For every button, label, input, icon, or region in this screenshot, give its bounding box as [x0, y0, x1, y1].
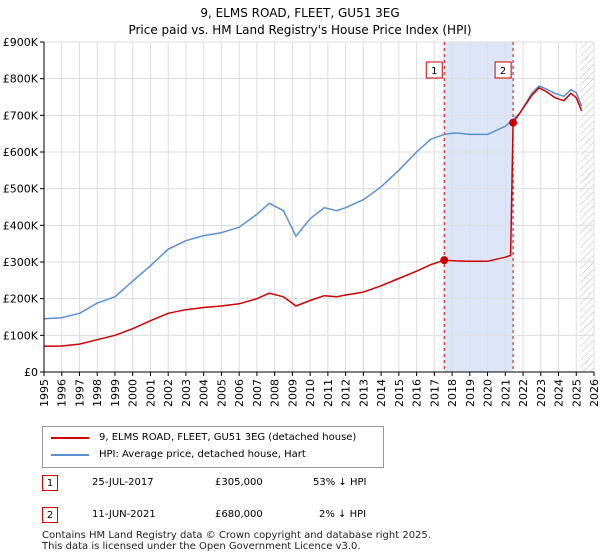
x-tick-label: 2001: [144, 379, 157, 407]
x-tick-label: 2023: [535, 379, 548, 407]
sale-label-box: [494, 61, 512, 79]
x-tick-label: 2013: [357, 379, 370, 407]
x-tick-label: 2016: [411, 379, 424, 407]
legend-label-property: 9, ELMS ROAD, FLEET, GU51 3EG (detached …: [99, 432, 357, 443]
x-tick-label: 1999: [109, 379, 122, 407]
x-tick-label: 1997: [73, 379, 86, 407]
y-tick-label: £100K: [3, 329, 39, 342]
y-tick-label: £400K: [3, 219, 39, 232]
x-tick-label: 2009: [286, 379, 299, 407]
sale-label-box: [425, 61, 443, 79]
x-tick-label: 2002: [162, 379, 175, 407]
annotation-price: £680,000: [215, 509, 263, 520]
annotation-number-box: 1: [42, 475, 58, 491]
x-tick-label: 1995: [38, 379, 51, 407]
x-tick-label: 2012: [340, 379, 353, 407]
x-tick-label: 2025: [570, 379, 583, 407]
x-tick-label: 2004: [198, 379, 211, 407]
x-tick-label: 2014: [375, 379, 388, 407]
annotation-number-box: 2: [42, 507, 58, 523]
footer-line: This data is licensed under the Open Gov…: [42, 541, 361, 552]
x-tick-label: 2015: [393, 379, 406, 407]
x-tick-label: 2021: [499, 379, 512, 407]
x-tick-label: 2018: [446, 379, 459, 407]
x-tick-label: 2006: [233, 379, 246, 407]
legend-label-hpi: HPI: Average price, detached house, Hart: [99, 449, 306, 460]
x-tick-label: 2008: [269, 379, 282, 407]
y-tick-label: £900K: [3, 36, 39, 49]
y-tick-label: £200K: [3, 293, 39, 306]
property-series-line: [43, 87, 583, 348]
sale-point: [509, 118, 518, 127]
footer-line: Contains HM Land Registry data © Crown c…: [42, 530, 431, 541]
x-tick-label: 2003: [180, 379, 193, 407]
x-tick-label: 2026: [588, 379, 600, 407]
annotation-hpi-diff: 53% ↓ HPI: [313, 477, 367, 488]
x-tick-label: 2000: [127, 379, 140, 407]
footer-credits: Contains HM Land Registry data © Crown c…: [42, 530, 431, 552]
annotation-date: 11-JUN-2021: [92, 509, 156, 520]
x-tick-label: 2022: [517, 379, 530, 407]
x-tick-label: 2020: [482, 379, 495, 407]
y-tick-label: £800K: [3, 73, 39, 86]
x-tick-label: 2019: [464, 379, 477, 407]
sale-period-shade: [444, 42, 514, 372]
sale-label: 1: [431, 66, 437, 77]
chart-legend: 9, ELMS ROAD, FLEET, GU51 3EG (detached …: [42, 426, 384, 468]
price-chart: 1 2 £0 £100K £200K £300K £400K £500K £600K £700K £…: [3, 36, 600, 407]
annotation-price: £305,000: [215, 477, 263, 488]
x-tick-label: 2011: [322, 379, 335, 407]
x-tick-label: 1996: [56, 379, 69, 407]
y-tick-label: £0: [24, 366, 38, 379]
chart-title: 9, ELMS ROAD, FLEET, GU51 3EG: [200, 6, 400, 20]
sale-label: 2: [500, 66, 506, 77]
chart-subtitle: Price paid vs. HM Land Registry's House …: [128, 23, 472, 37]
forecast-hatch: [579, 42, 594, 372]
x-tick-label: 2010: [304, 379, 317, 407]
x-tick-label: 2017: [428, 379, 441, 407]
sale-point: [440, 256, 449, 265]
x-tick-label: 2024: [553, 379, 566, 407]
hpi-series-line: [43, 85, 583, 320]
y-tick-label: £300K: [3, 256, 39, 269]
y-tick-label: £600K: [3, 146, 39, 159]
legend-swatch-property: [51, 437, 89, 439]
annotation-hpi-diff: 2% ↓ HPI: [319, 509, 367, 520]
x-tick-label: 1998: [91, 379, 104, 407]
annotation-date: 25-JUL-2017: [92, 477, 154, 488]
y-tick-label: £700K: [3, 109, 39, 122]
x-tick-label: 2007: [251, 379, 264, 407]
y-tick-label: £500K: [3, 183, 39, 196]
legend-swatch-hpi: [51, 454, 89, 456]
x-tick-label: 2005: [215, 379, 228, 407]
